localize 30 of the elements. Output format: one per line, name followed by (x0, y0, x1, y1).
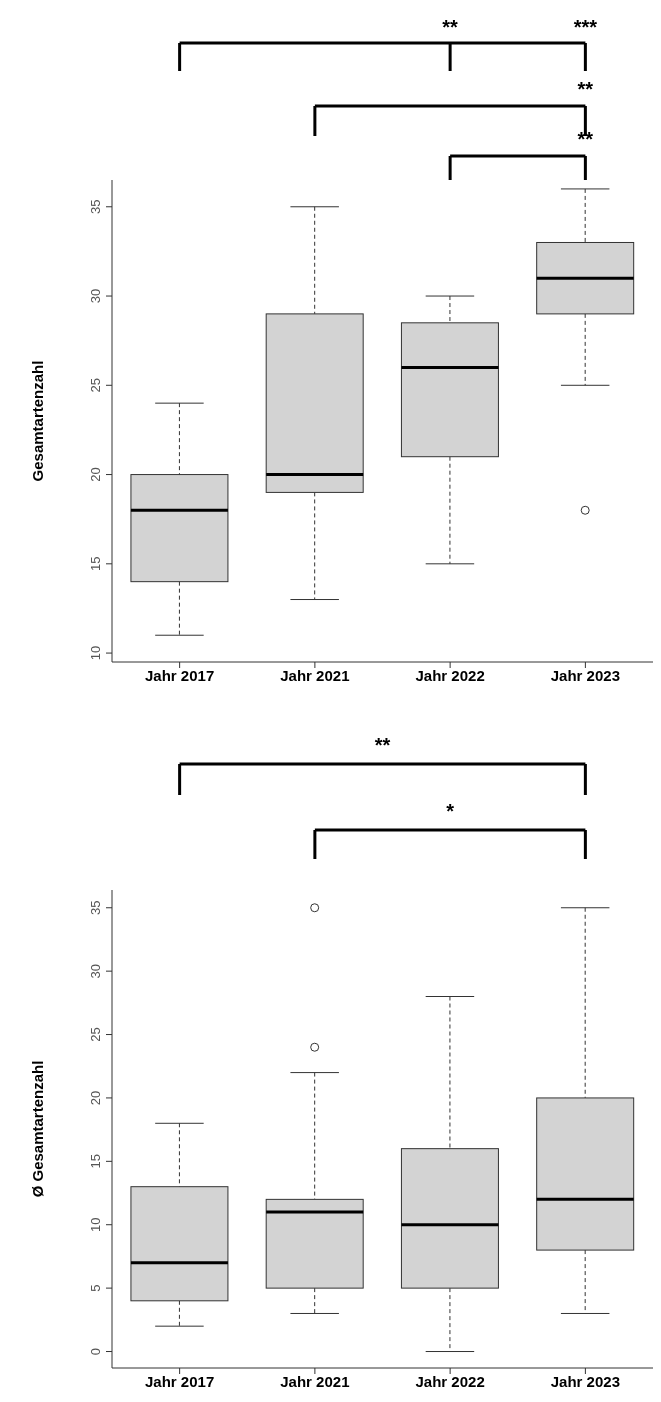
text: ** (374, 734, 391, 756)
x-tick-label: Jahr 2023 (550, 666, 620, 684)
y-tick-label: 15 (88, 1154, 103, 1169)
y-tick-label: 35 (88, 900, 103, 915)
y-axis-title: Gesamtartenzahl (29, 360, 47, 482)
y-axis-title: Ø Gesamtartenzahl (29, 1060, 47, 1198)
y-tick-label: 25 (88, 1027, 103, 1042)
x-tick-label: Jahr 2023 (550, 1372, 620, 1390)
x-tick-label: Jahr 2022 (415, 666, 485, 684)
text: ** (577, 128, 594, 150)
y-tick-label: 30 (88, 963, 103, 979)
y-tick-label: 15 (88, 556, 103, 572)
text: ** (577, 78, 594, 100)
x-tick-label: Jahr 2017 (145, 666, 215, 684)
y-tick-label: 35 (88, 199, 103, 215)
y-tick-label: 5 (88, 1284, 103, 1292)
y-tick-label: 0 (88, 1347, 103, 1356)
x-tick-label: Jahr 2017 (145, 1372, 215, 1390)
text: * (446, 800, 455, 822)
y-tick-label: 30 (88, 288, 103, 304)
y-tick-label: 10 (88, 1217, 103, 1232)
text: *** (573, 16, 598, 38)
y-tick-label: 25 (88, 378, 103, 393)
x-tick-label: Jahr 2022 (415, 1372, 485, 1390)
text: ** (442, 16, 459, 38)
x-tick-label: Jahr 2021 (280, 1372, 350, 1390)
y-tick-label: 20 (88, 1090, 103, 1106)
y-tick-label: 20 (88, 467, 103, 482)
x-tick-label: Jahr 2021 (280, 666, 350, 684)
y-tick-label: 10 (88, 645, 103, 661)
